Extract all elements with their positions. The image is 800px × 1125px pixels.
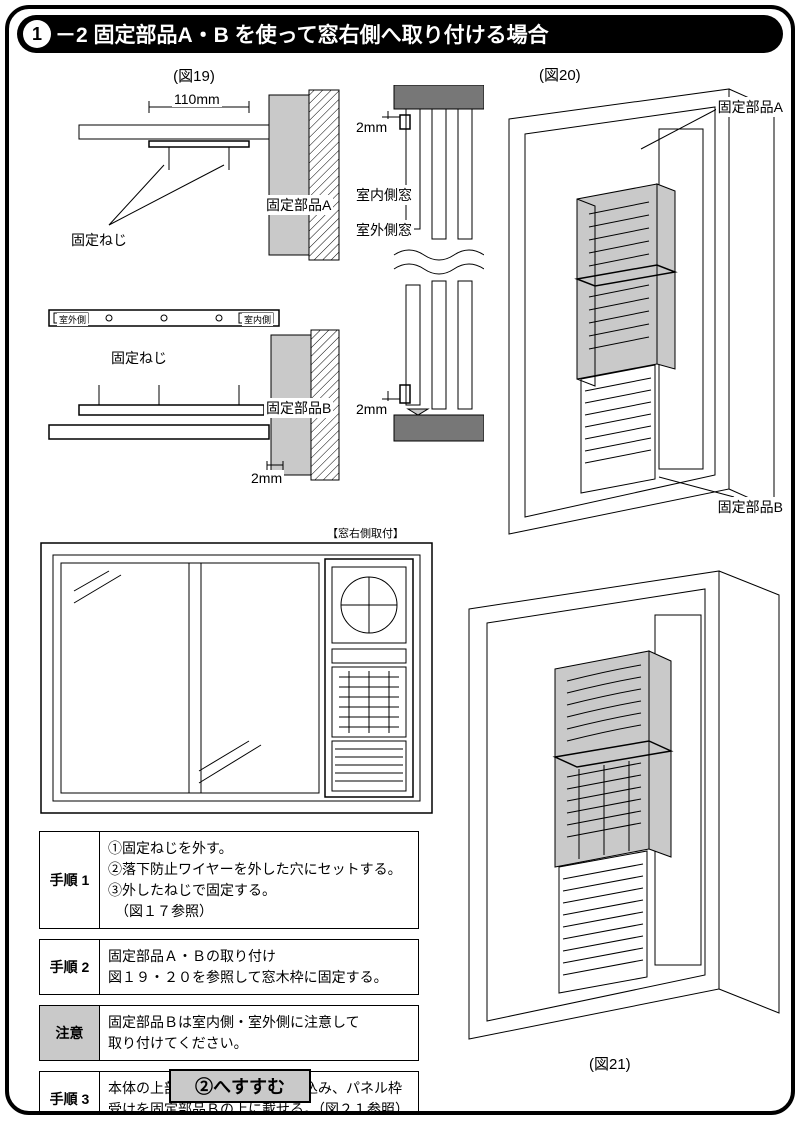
step-caution: 注意 固定部品Ｂは室内側・室外側に注意して 取り付けてください。 (39, 1005, 419, 1061)
figure-20-iso: 固定部品A 固定部品B (489, 79, 789, 549)
step-1-line-2: ②落下防止ワイヤーを外した穴にセットする。 (108, 859, 410, 880)
dim-110mm: 110mm (172, 91, 222, 107)
step-1-head: 手順 1 (40, 832, 100, 928)
step-2-head: 手順 2 (40, 940, 100, 994)
callout-part-b: 固定部品B (264, 398, 333, 418)
next-step-button[interactable]: ②へすすむ (169, 1069, 311, 1103)
figure-front-view: 【窓右側取付】 (39, 529, 434, 819)
header-number-icon: 1 (23, 20, 51, 48)
step-1-line-3: ③外したねじで固定する。 (108, 880, 410, 901)
fig21-label: (図21) (589, 1053, 631, 1074)
step-2-body: 固定部品Ａ・Ｂの取り付け 図１９・２０を参照して窓木枠に固定する。 (100, 940, 418, 994)
step-1-line-1: ①固定ねじを外す。 (108, 838, 410, 859)
label-indoor-side: 室内側 (242, 313, 273, 326)
callout-part-b-iso: 固定部品B (716, 497, 785, 517)
figure-20-detail: 2mm 室内側窓 室外側窓 2mm (354, 85, 484, 485)
callout-part-a: 固定部品A (264, 195, 333, 215)
step-2-line-1: 固定部品Ａ・Ｂの取り付け (108, 946, 410, 967)
step-1-body: ①固定ねじを外す。 ②落下防止ワイヤーを外した穴にセットする。 ③外したねじで固… (100, 832, 418, 928)
step-1: 手順 1 ①固定ねじを外す。 ②落下防止ワイヤーを外した穴にセットする。 ③外し… (39, 831, 419, 929)
figure-21: (図21) (459, 569, 789, 1074)
callout-screws-1: 固定ねじ (69, 230, 129, 250)
fig19-label: (図19) (39, 65, 349, 86)
step-caution-body: 固定部品Ｂは室内側・室外側に注意して 取り付けてください。 (100, 1006, 418, 1060)
step-2-line-2: 図１９・２０を参照して窓木枠に固定する。 (108, 967, 410, 988)
callout-outdoor-window: 室外側窓 (354, 220, 414, 240)
dim-2mm-a: 2mm (354, 119, 389, 135)
step-2: 手順 2 固定部品Ａ・Ｂの取り付け 図１９・２０を参照して窓木枠に固定する。 (39, 939, 419, 995)
label-outdoor-side: 室外側 (57, 313, 88, 326)
page-frame: 1 －2 固定部品A・B を使って窓右側へ取り付ける場合 (図19) (5, 5, 795, 1115)
step-3-head: 手順 3 (40, 1072, 100, 1115)
step-caution-line-1: 固定部品Ｂは室内側・室外側に注意して (108, 1012, 410, 1033)
step-1-line-4: （図１７参照） (108, 901, 410, 922)
step-caution-head: 注意 (40, 1006, 100, 1060)
section-header: 1 －2 固定部品A・B を使って窓右側へ取り付ける場合 (17, 15, 783, 53)
inset-label: 【窓右側取付】 (325, 525, 406, 541)
callout-indoor-window: 室内側窓 (354, 185, 414, 205)
callout-part-a-iso: 固定部品A (716, 97, 785, 117)
dim-2mm-b: 2mm (354, 401, 389, 417)
dim-2mm-c: 2mm (249, 470, 284, 486)
header-title: －2 固定部品A・B を使って窓右側へ取り付ける場合 (55, 19, 549, 49)
callout-screws-2: 固定ねじ (109, 348, 169, 368)
figure-19: (図19) (39, 65, 349, 485)
step-caution-line-2: 取り付けてください。 (108, 1033, 410, 1054)
